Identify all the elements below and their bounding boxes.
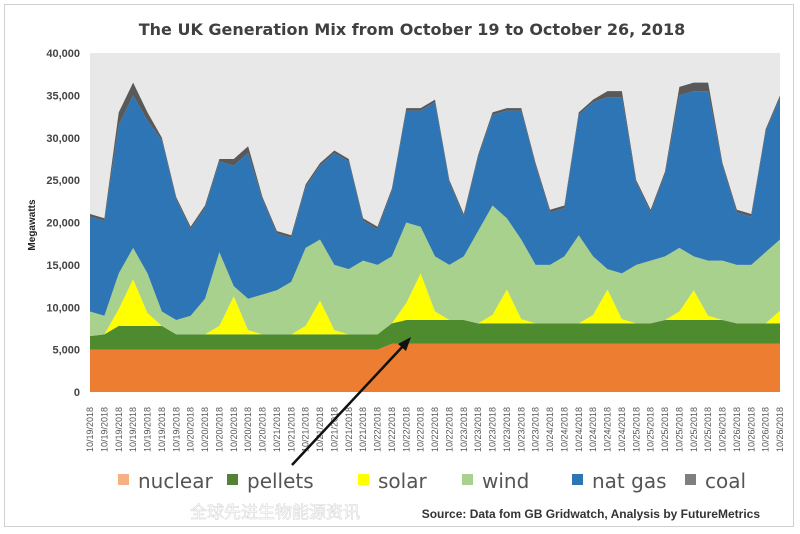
x-tick-label: 10/24/2018 — [559, 407, 569, 452]
x-tick-label: 10/25/2018 — [646, 407, 656, 452]
legend-label: pellets — [247, 469, 314, 493]
legend-label: coal — [705, 469, 746, 493]
y-tick-label: 25,000 — [46, 175, 80, 187]
x-tick-label: 10/20/2018 — [200, 407, 210, 452]
y-tick-label: 0 — [74, 387, 80, 399]
area-coal — [90, 82, 780, 238]
legend-label: nuclear — [138, 469, 213, 493]
y-tick-label: 35,000 — [46, 90, 80, 102]
area-nuclear — [90, 343, 780, 392]
x-tick-label: 10/22/2018 — [373, 407, 383, 452]
x-tick-label: 10/23/2018 — [516, 407, 526, 452]
y-tick-label: 10,000 — [46, 302, 80, 314]
x-tick-label: 10/25/2018 — [689, 407, 699, 452]
legend-swatch — [572, 474, 583, 485]
x-tick-label: 10/19/2018 — [157, 407, 167, 452]
legend-label: nat gas — [592, 469, 667, 493]
x-tick-label: 10/24/2018 — [603, 407, 613, 452]
area-nat-gas — [90, 91, 780, 320]
y-tick-label: 5,000 — [52, 345, 80, 357]
x-tick-label: 10/25/2018 — [703, 407, 713, 452]
x-tick-label: 10/19/2018 — [143, 407, 153, 452]
chart-frame — [4, 4, 794, 527]
x-tick-label: 10/24/2018 — [545, 407, 555, 452]
x-axis-ticks: 10/19/2018 10/19/2018 10/19/2018 10/19/2018… — [85, 407, 785, 452]
y-tick-label: 40,000 — [46, 48, 80, 60]
x-tick-label: 10/21/2018 — [286, 407, 296, 452]
legend-label: wind — [482, 469, 529, 493]
y-tick-label: 20,000 — [46, 218, 80, 230]
x-tick-label: 10/23/2018 — [459, 407, 469, 452]
x-tick-label: 10/24/2018 — [617, 407, 627, 452]
x-tick-label: 10/23/2018 — [473, 407, 483, 452]
x-tick-label: 10/21/2018 — [329, 407, 339, 452]
legend-label: solar — [378, 469, 427, 493]
x-tick-label: 10/20/2018 — [214, 407, 224, 452]
area-wind — [90, 205, 780, 337]
x-tick-label: 10/26/2018 — [732, 407, 742, 452]
x-tick-label: 10/21/2018 — [272, 407, 282, 452]
x-tick-label: 10/22/2018 — [430, 407, 440, 452]
legend-swatch — [462, 474, 473, 485]
x-tick-label: 10/22/2018 — [387, 407, 397, 452]
chart-title: The UK Generation Mix from October 19 to… — [139, 20, 686, 39]
x-tick-label: 10/19/2018 — [171, 407, 181, 452]
legend: nuclear pellets solar wind nat gas coal — [118, 469, 746, 493]
area-solar — [90, 273, 780, 337]
x-tick-label: 10/26/2018 — [746, 407, 756, 452]
legend-swatch — [685, 474, 696, 485]
area-pellets — [90, 319, 780, 350]
x-tick-label: 10/22/2018 — [416, 407, 426, 452]
y-tick-label: 15,000 — [46, 260, 80, 272]
x-tick-label: 10/20/2018 — [229, 407, 239, 452]
x-tick-label: 10/21/2018 — [301, 407, 311, 452]
x-tick-label: 10/20/2018 — [243, 407, 253, 452]
x-tick-label: 10/21/2018 — [315, 407, 325, 452]
x-tick-label: 10/26/2018 — [775, 407, 785, 452]
x-tick-label: 10/25/2018 — [674, 407, 684, 452]
x-tick-label: 10/19/2018 — [128, 407, 138, 452]
y-axis-ticks: 0 5,000 10,000 15,000 20,000 25,000 30,000 35,0… — [46, 48, 80, 399]
x-tick-label: 10/26/2018 — [761, 407, 771, 452]
x-tick-label: 10/23/2018 — [502, 407, 512, 452]
x-tick-label: 10/19/2018 — [99, 407, 109, 452]
x-tick-label: 10/19/2018 — [114, 407, 124, 452]
legend-item-solar: solar — [358, 469, 427, 493]
legend-item-pellets: pellets — [227, 469, 314, 493]
annotation-arrow — [291, 337, 411, 466]
x-tick-label: 10/25/2018 — [660, 407, 670, 452]
legend-swatch — [227, 474, 238, 485]
x-tick-label: 10/20/2018 — [186, 407, 196, 452]
x-tick-label: 10/21/2018 — [358, 407, 368, 452]
x-tick-label: 10/21/2018 — [344, 407, 354, 452]
x-tick-label: 10/22/2018 — [444, 407, 454, 452]
y-tick-label: 30,000 — [46, 133, 80, 145]
x-tick-label: 10/25/2018 — [631, 407, 641, 452]
x-tick-label: 10/24/2018 — [574, 407, 584, 452]
y-axis-label: Megawatts — [27, 199, 38, 251]
x-tick-label: 10/23/2018 — [531, 407, 541, 452]
x-tick-label: 10/19/2018 — [85, 407, 95, 452]
legend-item-wind: wind — [462, 469, 529, 493]
x-tick-label: 10/24/2018 — [588, 407, 598, 452]
legend-item-nat-gas: nat gas — [572, 469, 667, 493]
x-tick-label: 10/22/2018 — [401, 407, 411, 452]
source-note: Source: Data fom GB Gridwatch, Analysis … — [422, 507, 761, 521]
legend-swatch — [358, 474, 369, 485]
legend-swatch — [118, 474, 129, 485]
x-tick-label: 10/26/2018 — [718, 407, 728, 452]
watermark: 全球先进生物能源资讯 — [190, 503, 360, 522]
x-tick-label: 10/23/2018 — [488, 407, 498, 452]
series-areas — [90, 82, 780, 392]
legend-item-nuclear: nuclear — [118, 469, 213, 493]
x-tick-label: 10/20/2018 — [258, 407, 268, 452]
legend-item-coal: coal — [685, 469, 746, 493]
